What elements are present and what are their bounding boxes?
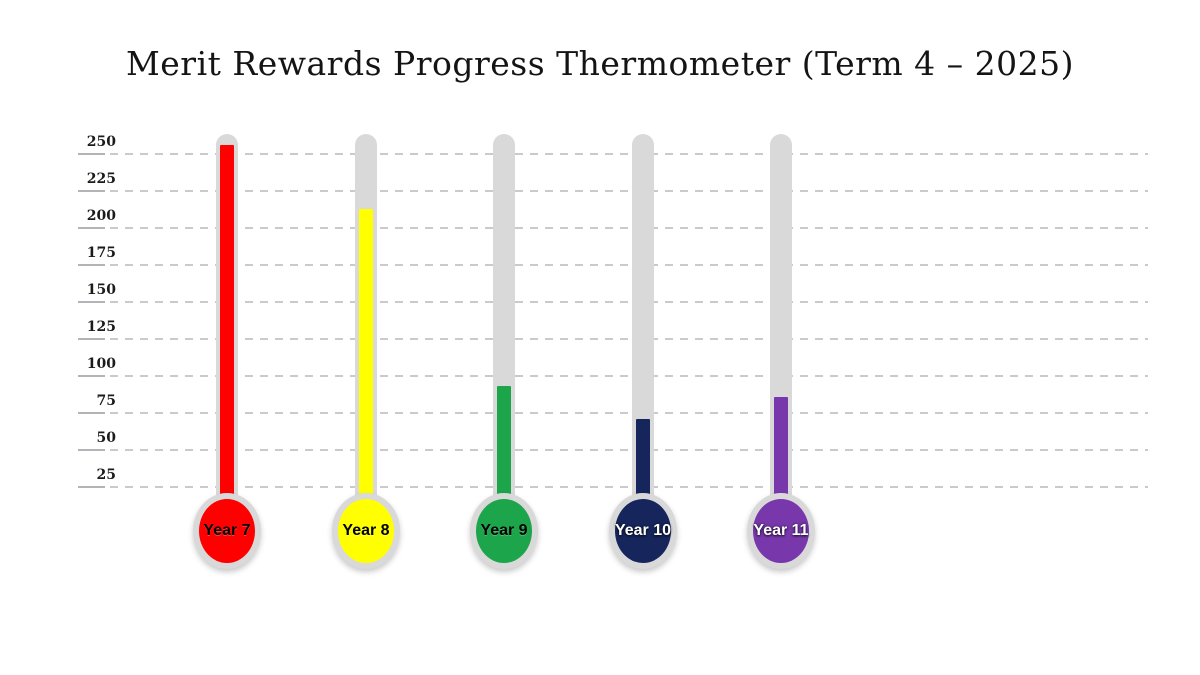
y-axis-tick-label: 50	[96, 429, 116, 446]
gridline	[110, 485, 1148, 488]
gridline	[110, 226, 1148, 229]
y-axis-tick-mark	[78, 337, 105, 340]
thermometer-bulb	[476, 499, 532, 563]
gridline	[110, 300, 1148, 303]
thermometer-bulb	[753, 499, 809, 563]
y-axis-tick-mark	[78, 374, 105, 377]
gridline	[110, 448, 1148, 451]
y-axis-tick-mark	[78, 189, 105, 192]
bulb-label: Year 11	[753, 522, 809, 539]
bulb-label: Year 7	[203, 522, 251, 539]
y-axis-tick-mark	[78, 263, 105, 266]
y-axis-tick-mark	[78, 485, 105, 488]
y-axis-tick-mark	[78, 226, 105, 229]
y-axis-tick-label: 175	[86, 244, 116, 261]
y-axis-tick-mark	[78, 448, 105, 451]
thermometer-bulb	[338, 499, 394, 563]
gridline	[110, 189, 1148, 192]
y-axis-tick-label: 150	[86, 281, 116, 298]
bulb-label: Year 8	[342, 522, 390, 539]
y-axis-tick-label: 100	[86, 355, 116, 372]
bulb-label: Year 9	[480, 522, 528, 539]
y-axis-tick-label: 75	[96, 392, 116, 409]
y-axis-tick-mark	[78, 152, 105, 155]
gridline	[110, 411, 1148, 414]
thermometer-bulb	[199, 499, 255, 563]
gridline	[110, 374, 1148, 377]
y-axis-tick-label: 250	[86, 133, 116, 150]
y-axis-tick-mark	[78, 411, 105, 414]
y-axis-tick-label: 25	[96, 466, 116, 483]
chart-title: Merit Rewards Progress Thermometer (Term…	[125, 44, 1074, 83]
gridline	[110, 337, 1148, 340]
thermometer-fill	[220, 145, 234, 531]
thermometer-fill	[359, 208, 373, 531]
bulb-label: Year 10	[614, 522, 672, 539]
y-axis-tick-label: 125	[86, 318, 116, 335]
gridline	[110, 263, 1148, 266]
y-axis-tick-label: 225	[86, 170, 116, 187]
thermometer-bulb	[615, 499, 671, 563]
gridline	[110, 152, 1148, 155]
y-axis-tick-label: 200	[86, 207, 116, 224]
y-axis-tick-mark	[78, 300, 105, 303]
